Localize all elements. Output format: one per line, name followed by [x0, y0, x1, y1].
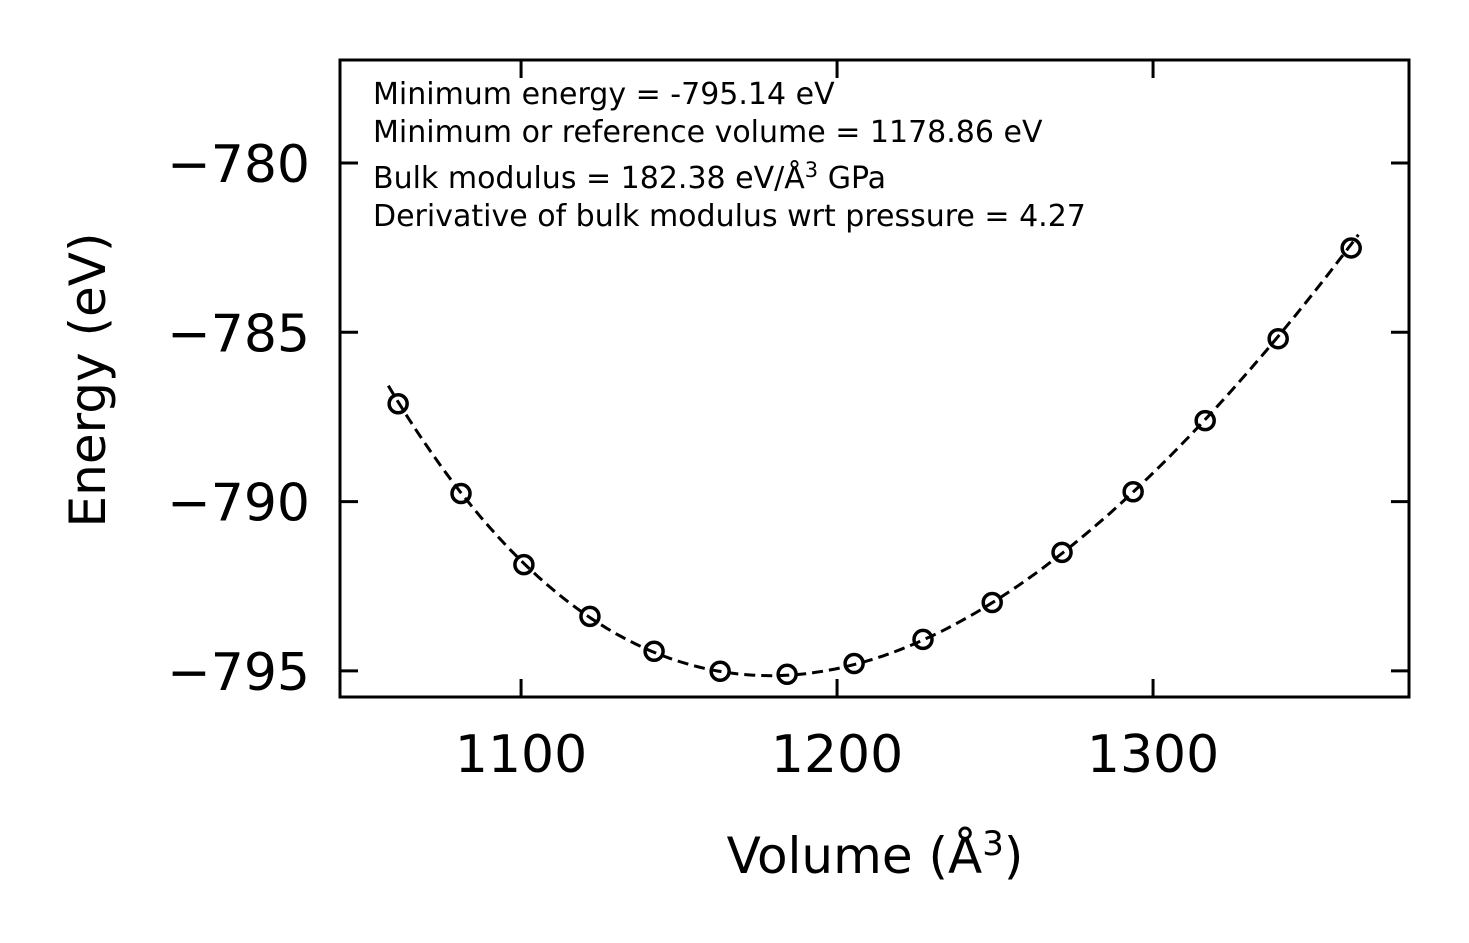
x-tick-label: 1200	[771, 725, 903, 785]
x-axis-label-main: Volume (Å	[727, 827, 983, 885]
data-point	[450, 482, 472, 505]
annotations: Minimum energy = -795.14 eV Minimum or r…	[373, 77, 1086, 234]
x-axis-label-sup: 3	[982, 824, 1004, 864]
x-tick-label: 1300	[1087, 725, 1219, 785]
data-point	[776, 663, 798, 686]
data-point	[579, 605, 601, 628]
data-point	[1122, 481, 1144, 503]
plot-frame	[338, 58, 1411, 699]
data-points	[387, 237, 1362, 686]
data-point	[709, 660, 731, 683]
annotation-min-volume: Minimum or reference volume = 1178.86 eV	[373, 115, 1043, 150]
data-point	[387, 392, 409, 415]
y-tick-label: −785	[167, 304, 310, 364]
annotation-bulk-derivative: Derivative of bulk modulus wrt pressure …	[373, 199, 1086, 234]
y-axis-label: Energy (eV)	[59, 233, 117, 528]
data-point	[981, 591, 1003, 614]
data-point	[1194, 409, 1216, 432]
axis-ticks	[340, 60, 1409, 697]
data-point	[843, 652, 865, 675]
y-tick-label: −780	[167, 135, 310, 195]
data-point	[513, 553, 535, 576]
annotation-bulk-modulus: Bulk modulus = 182.38 eV/Å3 GPa	[373, 158, 886, 196]
data-point	[1051, 541, 1073, 564]
annotation-bulk-end: GPa	[818, 161, 886, 196]
annotation-min-energy: Minimum energy = -795.14 eV	[373, 77, 835, 112]
data-point	[912, 628, 934, 651]
annotation-bulk-main: Bulk modulus = 182.38 eV/Å	[373, 160, 805, 196]
data-point	[1340, 237, 1362, 259]
x-axis-label: Volume (Å3)	[727, 824, 1024, 885]
fit-curve	[387, 233, 1360, 678]
annotation-bulk-sup: 3	[805, 158, 818, 182]
x-axis-label-end: )	[1004, 827, 1024, 885]
y-tick-label: −795	[167, 643, 310, 703]
y-tick-label: −790	[167, 474, 310, 534]
y-tick-labels: −780 −785 −790 −795	[167, 135, 310, 703]
data-point	[1267, 327, 1289, 350]
x-tick-label: 1100	[455, 725, 587, 785]
x-tick-labels: 1100 1200 1300	[455, 725, 1219, 785]
data-point	[643, 640, 665, 663]
